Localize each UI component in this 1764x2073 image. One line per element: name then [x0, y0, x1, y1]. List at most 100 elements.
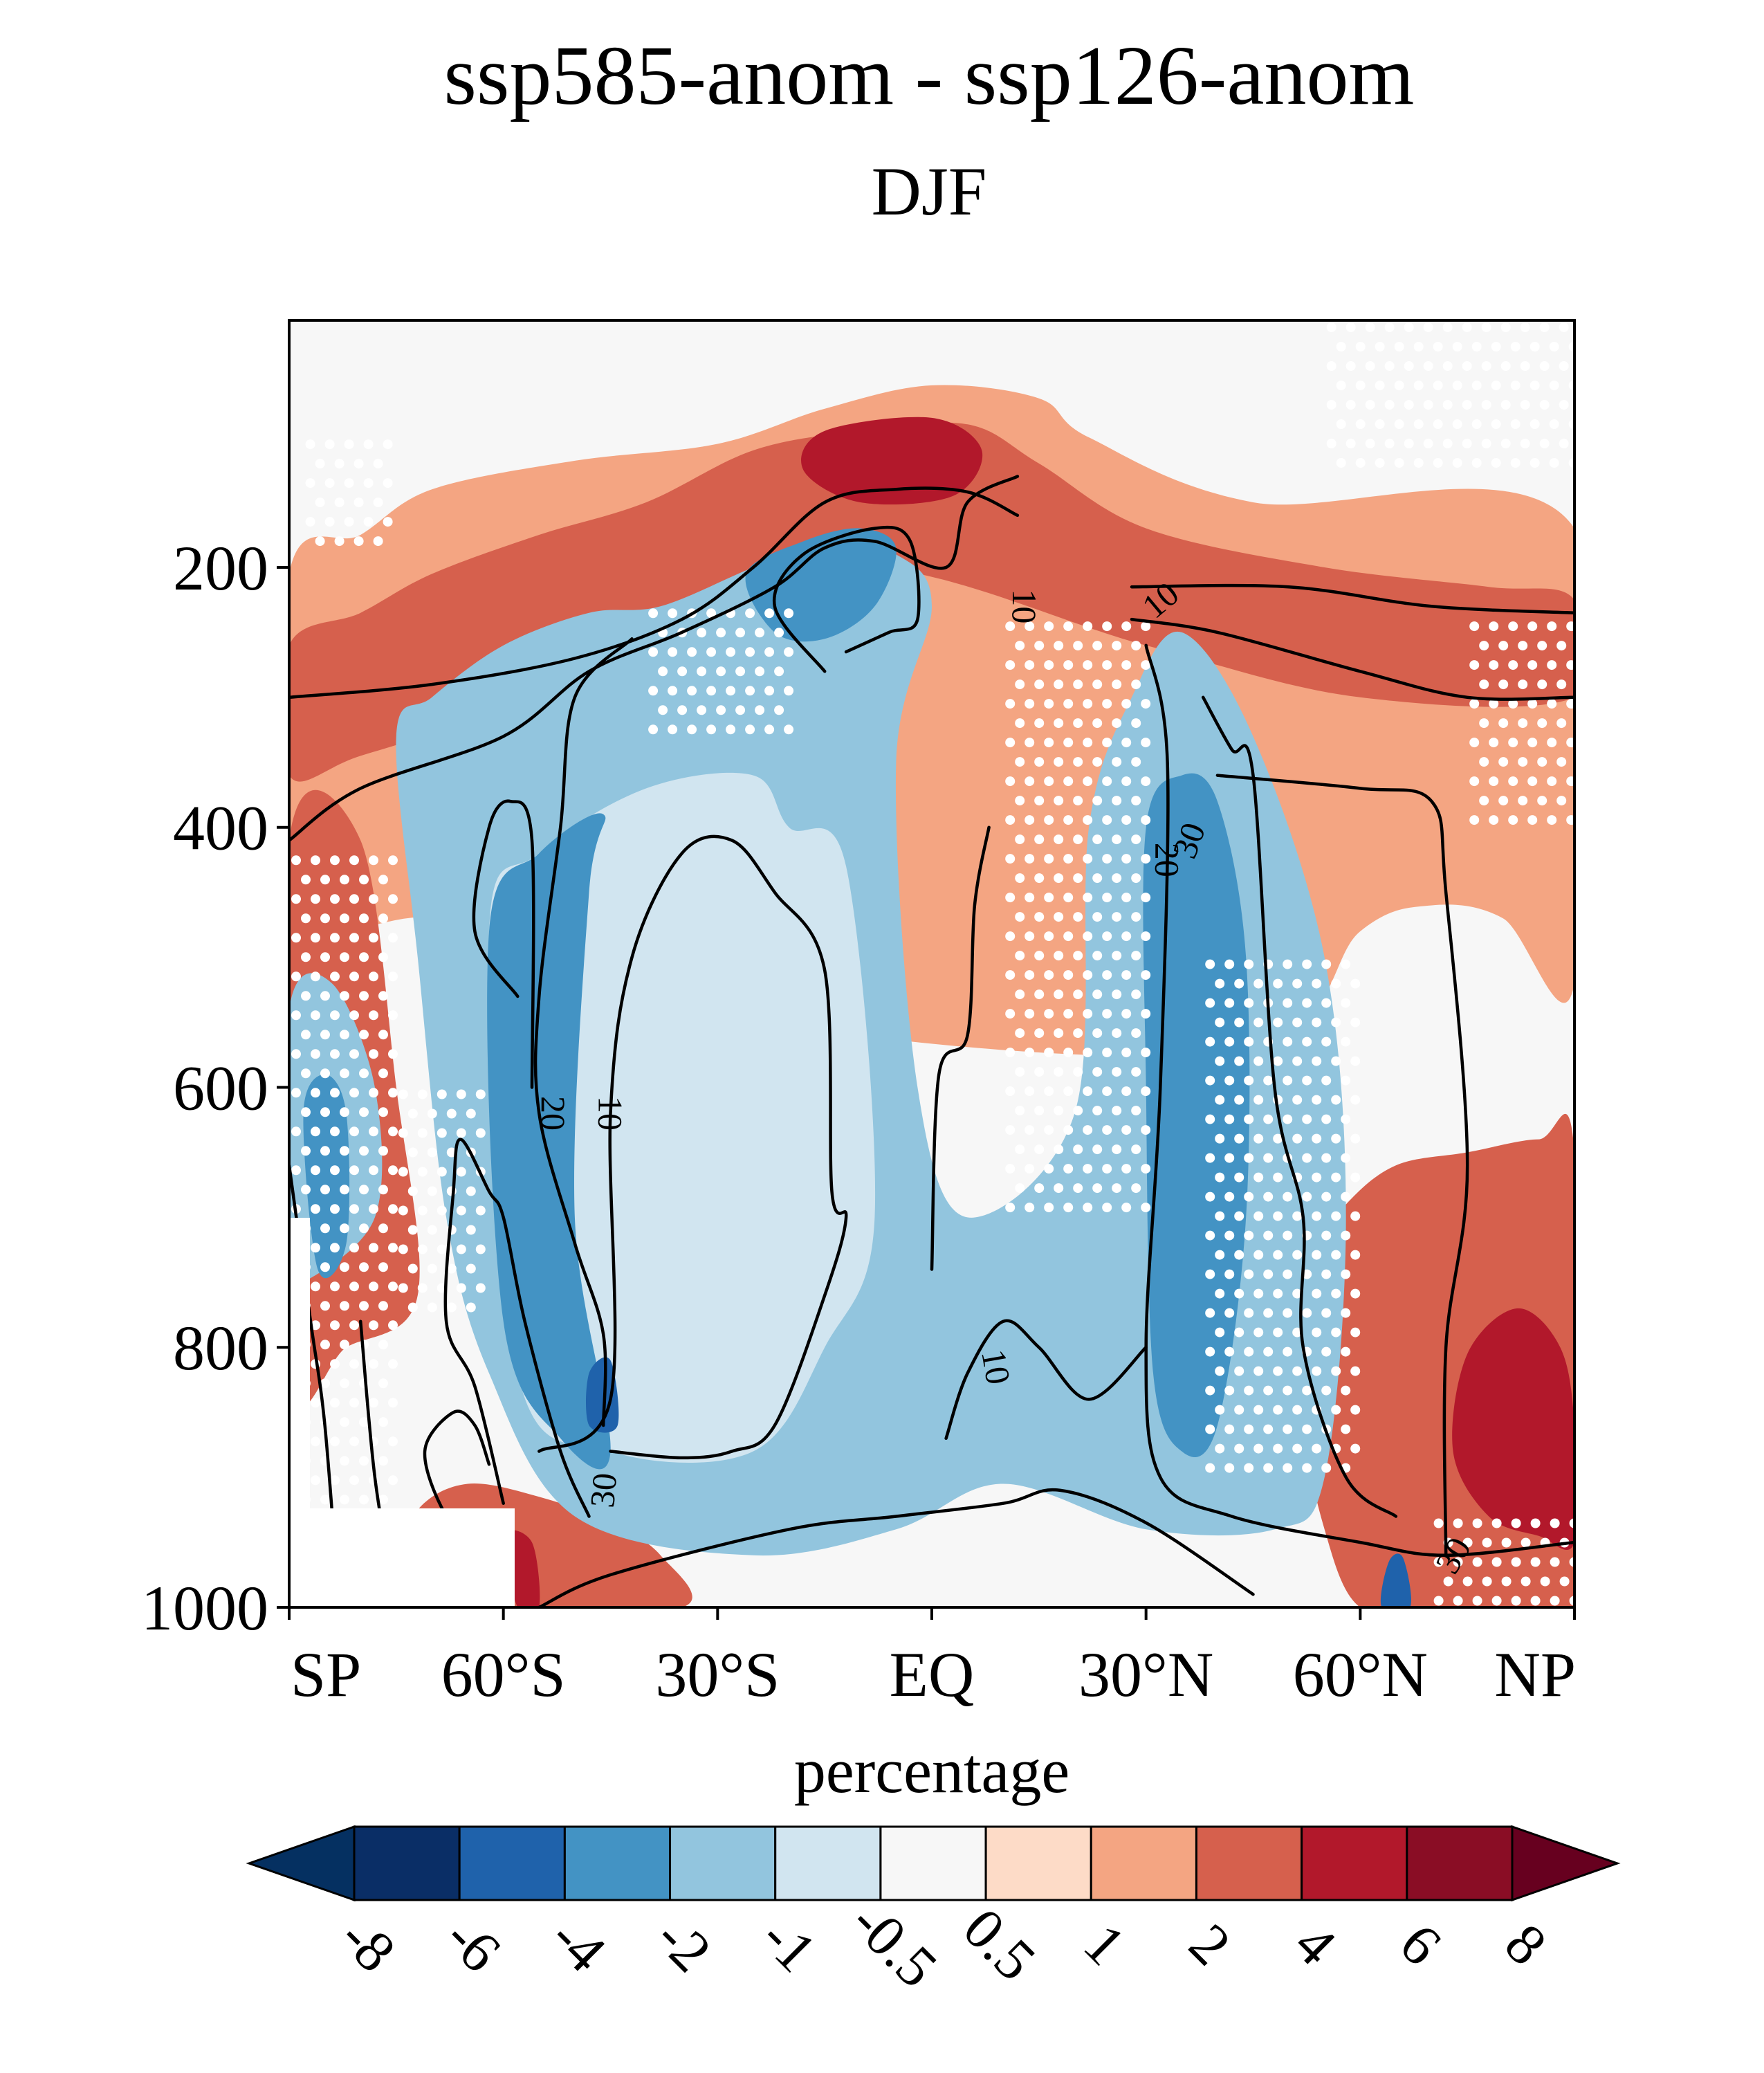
stipple-dot [1510, 458, 1520, 468]
stipple-dot [1302, 998, 1312, 1008]
stipple-dot [1253, 1056, 1264, 1066]
stipple-dot [1489, 815, 1499, 825]
stipple-dot [1321, 1269, 1332, 1279]
stipple-dot [1112, 989, 1122, 1000]
stipple-dot [1063, 1009, 1074, 1019]
stipple-dot [1312, 1288, 1322, 1299]
stipple-dot [1224, 959, 1235, 969]
colorbar-box [879, 1825, 987, 1901]
stipple-dot [697, 666, 707, 677]
stipple-dot [1273, 1288, 1283, 1299]
stipple-dot [1302, 1463, 1312, 1473]
stipple-dot [1234, 1056, 1244, 1066]
stipple-patch [1205, 959, 1361, 1473]
stipple-dot [1044, 970, 1054, 980]
stipple-dot [437, 1244, 447, 1254]
stipple-dot [1073, 1106, 1083, 1116]
stipple-dot [1102, 970, 1112, 980]
stipple-dot [1034, 1144, 1045, 1155]
stipple-dot [1015, 641, 1025, 651]
stipple-dot [1500, 322, 1511, 332]
stipple-dot [1025, 738, 1035, 748]
stipple-dot [1312, 1056, 1322, 1066]
stipple-dot [291, 1010, 301, 1021]
stipple-dot [363, 517, 374, 527]
stipple-dot [1350, 1133, 1361, 1144]
shaded-region [487, 813, 611, 1470]
stipple-dot [388, 1320, 398, 1331]
stipple-dot [311, 933, 320, 943]
stipple-dot [1350, 1017, 1361, 1028]
stipple-dot [1092, 1028, 1103, 1039]
stipple-dot [1205, 1308, 1215, 1318]
stipple-dot [320, 1495, 330, 1505]
stipple-dot [291, 1088, 301, 1098]
stipple-dot [378, 1030, 388, 1040]
contour-line-30 [1215, 774, 1469, 1558]
colorbar-box [984, 1825, 1092, 1901]
stipple-dot [1034, 718, 1045, 729]
stipple-dot [417, 1167, 428, 1177]
stipple-dot [668, 608, 678, 619]
stipple-dot [1550, 1596, 1560, 1606]
stipple-dot [1205, 1153, 1215, 1163]
stipple-dot [1054, 873, 1064, 884]
stipple-dot [1331, 978, 1341, 989]
stipple-dot [1054, 718, 1064, 729]
colorbar-tick-label: -6 [433, 1905, 513, 1984]
contour-line-20 [1144, 643, 1574, 1558]
stipple-dot [340, 952, 349, 962]
stipple-dot [1054, 834, 1064, 845]
stipple-dot [1312, 1095, 1322, 1105]
stipple-dot [1234, 1443, 1244, 1454]
stipple-dot [359, 1030, 369, 1040]
stipple-dot [427, 1147, 437, 1158]
stipple-dot [1556, 718, 1567, 729]
stipple-dot [1508, 738, 1518, 748]
stipple-dot [407, 1225, 418, 1235]
stipple-dot [369, 855, 378, 866]
stipple-dot [349, 1243, 359, 1253]
stipple-dot [1121, 699, 1132, 709]
stipple-dot [1215, 1056, 1225, 1066]
stipple-dot [1520, 439, 1530, 448]
stipple-dot [1121, 1125, 1132, 1135]
stipple-dot [1044, 1125, 1054, 1135]
stipple-dot [1321, 1346, 1332, 1357]
stipple-dot [1092, 679, 1103, 690]
stipple-dot [388, 933, 398, 943]
stipple-dot [320, 875, 330, 885]
stipple-dot [1312, 1133, 1322, 1144]
stipple-dot [1005, 1203, 1016, 1213]
stipple-dot [1215, 1250, 1225, 1260]
stipple-dot [320, 1301, 330, 1311]
stipple-dot [456, 1283, 466, 1293]
stipple-dot [1015, 989, 1025, 1000]
stipple-dot [1063, 738, 1074, 748]
y-tick-label: 400 [173, 793, 268, 864]
stipple-dot [697, 705, 707, 715]
contour-line-10 [289, 486, 1020, 700]
stipple-dot [1073, 873, 1083, 884]
stipple-dot [1365, 400, 1375, 410]
stipple-dot [1568, 381, 1574, 390]
stipple-dot [1375, 419, 1385, 429]
stipple-dot [363, 439, 374, 450]
stipple-dot [1491, 342, 1501, 351]
stipple-dot [291, 1049, 301, 1059]
stipple-dot [1292, 1017, 1303, 1028]
stipple-dot [1034, 796, 1045, 806]
stipple-dot [1491, 419, 1501, 429]
stipple-dot [1205, 959, 1215, 969]
colorbar-box [563, 1825, 672, 1901]
colorbar-tick-label: 0.5 [951, 1897, 1048, 1993]
stipple-dot [1141, 699, 1151, 709]
stipple-dot [1121, 1203, 1132, 1213]
shaded-region [303, 1074, 350, 1279]
stipple-dot [1141, 1125, 1151, 1135]
stipple-dot [383, 478, 393, 488]
stipple-dot [687, 724, 697, 735]
stipple-dot [755, 666, 765, 677]
stipple-dot [1549, 419, 1559, 429]
stipple-dot [1423, 322, 1433, 332]
